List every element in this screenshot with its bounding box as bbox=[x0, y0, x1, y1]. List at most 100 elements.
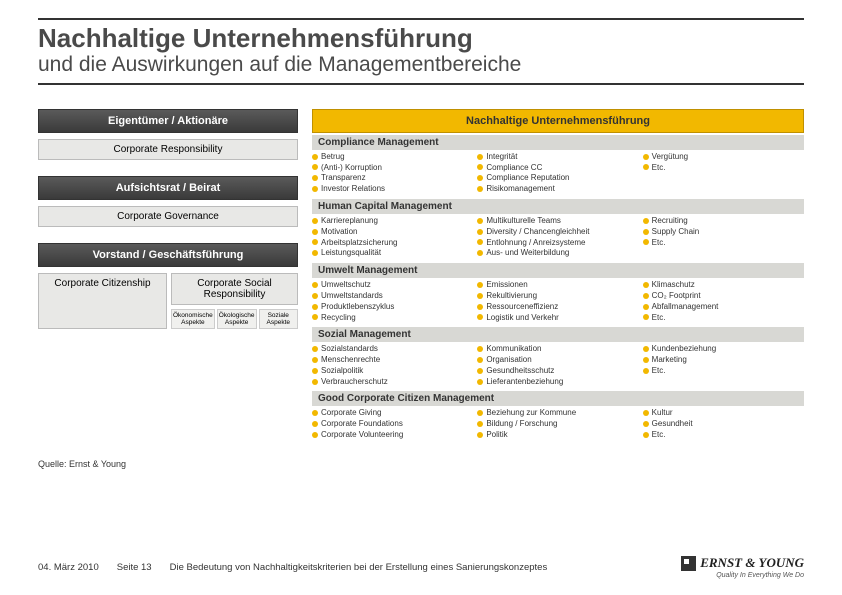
footer: 04. März 2010 Seite 13 Die Bedeutung von… bbox=[38, 555, 804, 579]
footer-page: Seite 13 bbox=[117, 562, 152, 573]
list-item: Aus- und Weiterbildung bbox=[477, 248, 638, 259]
list-item: Menschenrechte bbox=[312, 355, 473, 366]
slide-title: Nachhaltige Unternehmensführung bbox=[38, 24, 804, 53]
aspect-economic: Ökonomische Aspekte bbox=[171, 309, 215, 329]
list-item: Diversity / Chancengleichheit bbox=[477, 227, 638, 238]
items-column: Multikulturelle TeamsDiversity / Chancen… bbox=[477, 216, 638, 259]
list-item: Transparenz bbox=[312, 173, 473, 184]
brand-name: ERNST & YOUNG bbox=[700, 555, 804, 571]
list-item: Etc. bbox=[643, 366, 804, 377]
list-item: Leistungsqualität bbox=[312, 248, 473, 259]
content-area: Eigentümer / Aktionäre Corporate Respons… bbox=[38, 109, 804, 445]
section-items-row: SozialstandardsMenschenrechteSozialpolit… bbox=[312, 342, 804, 391]
items-column: IntegritätCompliance CCCompliance Reputa… bbox=[477, 152, 638, 195]
list-item: Etc. bbox=[643, 430, 804, 441]
ey-square-icon bbox=[681, 556, 696, 571]
list-item: Verbraucherschutz bbox=[312, 377, 473, 388]
list-item: Umweltstandards bbox=[312, 291, 473, 302]
csr-box: Corporate Social Responsibility bbox=[171, 273, 298, 305]
list-item: Compliance Reputation bbox=[477, 173, 638, 184]
section-header: Sozial Management bbox=[312, 327, 804, 342]
list-item: Etc. bbox=[643, 238, 804, 249]
list-item: Compliance CC bbox=[477, 163, 638, 174]
list-item: Klimaschutz bbox=[643, 280, 804, 291]
list-item: Produktlebenszyklus bbox=[312, 302, 473, 313]
items-column: KommunikationOrganisationGesundheitsschu… bbox=[477, 344, 638, 387]
list-item: Abfallmanagement bbox=[643, 302, 804, 313]
title-block: Nachhaltige Unternehmensführung und die … bbox=[38, 18, 804, 85]
list-item: Politik bbox=[477, 430, 638, 441]
list-item: Entlohnung / Anreizsysteme bbox=[477, 238, 638, 249]
section-header: Human Capital Management bbox=[312, 199, 804, 214]
list-item: Emissionen bbox=[477, 280, 638, 291]
owners-header: Eigentümer / Aktionäre bbox=[38, 109, 298, 133]
ey-logo: ERNST & YOUNG bbox=[681, 555, 804, 571]
list-item: Recycling bbox=[312, 313, 473, 324]
items-column: SozialstandardsMenschenrechteSozialpolit… bbox=[312, 344, 473, 387]
list-item: (Anti-) Korruption bbox=[312, 163, 473, 174]
section-header: Compliance Management bbox=[312, 135, 804, 150]
slide-subtitle: und die Auswirkungen auf die Managementb… bbox=[38, 53, 804, 77]
list-item: Vergütung bbox=[643, 152, 804, 163]
list-item: Kommunikation bbox=[477, 344, 638, 355]
items-column: RecruitingSupply ChainEtc. bbox=[643, 216, 804, 259]
list-item: Lieferantenbeziehung bbox=[477, 377, 638, 388]
list-item: Motivation bbox=[312, 227, 473, 238]
list-item: Bildung / Forschung bbox=[477, 419, 638, 430]
list-item: Etc. bbox=[643, 313, 804, 324]
list-item: Corporate Foundations bbox=[312, 419, 473, 430]
items-column: Corporate GivingCorporate FoundationsCor… bbox=[312, 408, 473, 440]
list-item: Supply Chain bbox=[643, 227, 804, 238]
brand-block: ERNST & YOUNG Quality In Everything We D… bbox=[681, 555, 804, 579]
right-column: Nachhaltige Unternehmensführung Complian… bbox=[312, 109, 804, 445]
main-right-header: Nachhaltige Unternehmensführung bbox=[312, 109, 804, 133]
governance-box: Corporate Governance bbox=[38, 206, 298, 227]
aspect-social: Soziale Aspekte bbox=[259, 309, 298, 329]
list-item: Recruiting bbox=[643, 216, 804, 227]
list-item: Multikulturelle Teams bbox=[477, 216, 638, 227]
management-header: Vorstand / Geschäftsführung bbox=[38, 243, 298, 267]
list-item: Beziehung zur Kommune bbox=[477, 408, 638, 419]
section-items-row: Corporate GivingCorporate FoundationsCor… bbox=[312, 406, 804, 444]
list-item: Marketing bbox=[643, 355, 804, 366]
items-column: KarriereplanungMotivationArbeitsplatzsic… bbox=[312, 216, 473, 259]
items-column: VergütungEtc. bbox=[643, 152, 804, 195]
list-item: Umweltschutz bbox=[312, 280, 473, 291]
list-item: Investor Relations bbox=[312, 184, 473, 195]
list-item: CO₂ Footprint bbox=[643, 291, 804, 302]
aspect-ecological: Ökologische Aspekte bbox=[217, 309, 257, 329]
footer-date: 04. März 2010 bbox=[38, 562, 99, 573]
list-item: Arbeitsplatzsicherung bbox=[312, 238, 473, 249]
left-column: Eigentümer / Aktionäre Corporate Respons… bbox=[38, 109, 298, 445]
items-column: Beziehung zur KommuneBildung / Forschung… bbox=[477, 408, 638, 440]
corp-responsibility-box: Corporate Responsibility bbox=[38, 139, 298, 160]
list-item: Etc. bbox=[643, 163, 804, 174]
list-item: Organisation bbox=[477, 355, 638, 366]
section-header: Umwelt Management bbox=[312, 263, 804, 278]
items-column: KundenbeziehungMarketingEtc. bbox=[643, 344, 804, 387]
list-item: Corporate Volunteering bbox=[312, 430, 473, 441]
items-column: Betrug(Anti-) KorruptionTransparenzInves… bbox=[312, 152, 473, 195]
items-column: EmissionenRekultivierungRessourceneffizi… bbox=[477, 280, 638, 323]
list-item: Sozialstandards bbox=[312, 344, 473, 355]
items-column: KlimaschutzCO₂ FootprintAbfallmanagement… bbox=[643, 280, 804, 323]
list-item: Risikomanagement bbox=[477, 184, 638, 195]
list-item: Integrität bbox=[477, 152, 638, 163]
list-item: Gesundheit bbox=[643, 419, 804, 430]
source-line: Quelle: Ernst & Young bbox=[38, 459, 804, 469]
items-column: UmweltschutzUmweltstandardsProduktlebens… bbox=[312, 280, 473, 323]
list-item: Karriereplanung bbox=[312, 216, 473, 227]
list-item: Logistik und Verkehr bbox=[477, 313, 638, 324]
footer-title: Die Bedeutung von Nachhaltigkeitskriteri… bbox=[170, 562, 548, 573]
list-item: Sozialpolitik bbox=[312, 366, 473, 377]
list-item: Betrug bbox=[312, 152, 473, 163]
list-item: Corporate Giving bbox=[312, 408, 473, 419]
citizenship-box: Corporate Citizenship bbox=[38, 273, 167, 329]
section-items-row: Betrug(Anti-) KorruptionTransparenzInves… bbox=[312, 150, 804, 199]
section-header: Good Corporate Citizen Management bbox=[312, 391, 804, 406]
items-column: KulturGesundheitEtc. bbox=[643, 408, 804, 440]
list-item: Kultur bbox=[643, 408, 804, 419]
list-item: Rekultivierung bbox=[477, 291, 638, 302]
brand-tagline: Quality In Everything We Do bbox=[716, 572, 804, 579]
list-item: Kundenbeziehung bbox=[643, 344, 804, 355]
